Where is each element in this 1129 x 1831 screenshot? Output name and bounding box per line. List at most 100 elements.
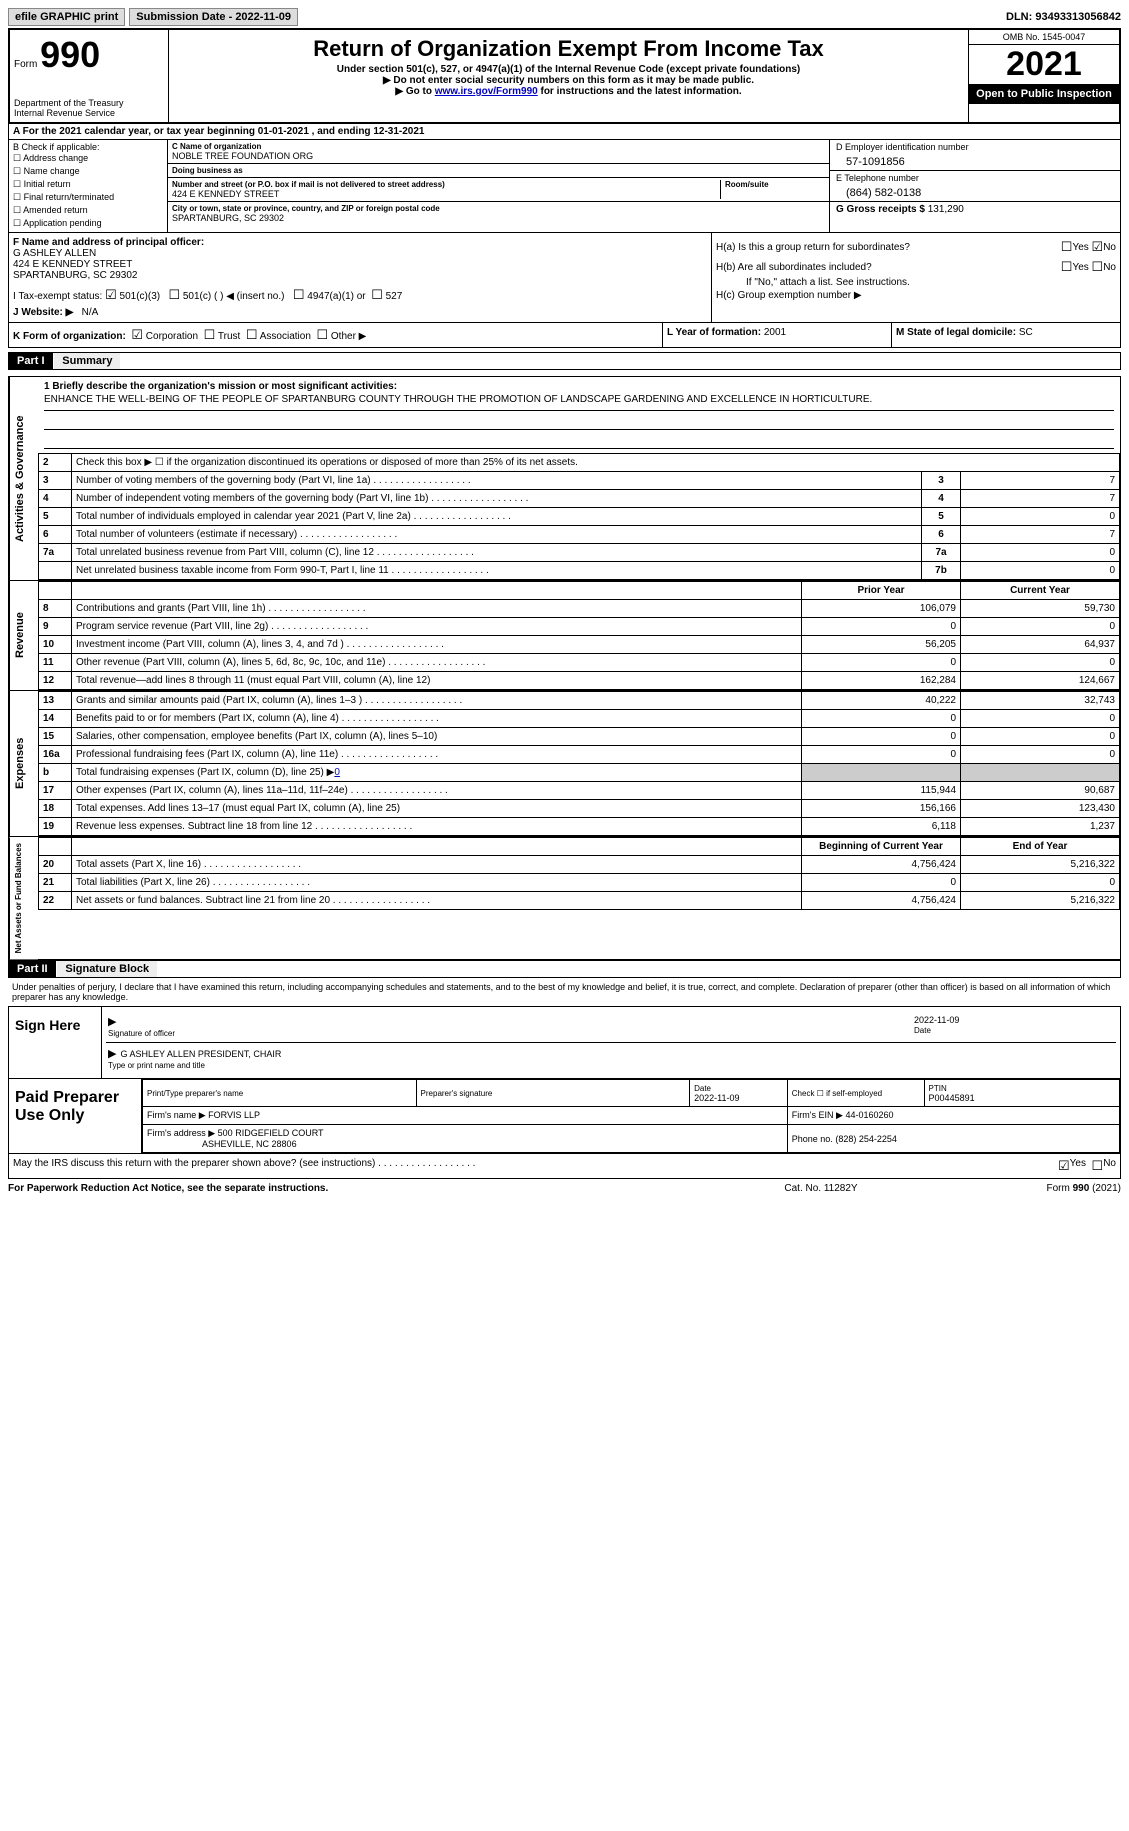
form-title: Return of Organization Exempt From Incom… <box>173 36 964 62</box>
cb-pending[interactable]: ☐ Application pending <box>13 217 163 230</box>
box-h: H(a) Is this a group return for subordin… <box>711 233 1120 322</box>
cb-assoc[interactable]: ☐ <box>246 327 258 342</box>
line-10: 10Investment income (Part VIII, column (… <box>39 636 1120 654</box>
sign-here-box: Sign Here Signature of officer 2022-11-0… <box>8 1006 1121 1079</box>
org-name: NOBLE TREE FOUNDATION ORG <box>172 151 825 161</box>
open-public: Open to Public Inspection <box>969 84 1119 104</box>
header-sub3: ▶ Go to www.irs.gov/Form990 for instruct… <box>173 86 964 97</box>
firm-ein: 44-0160260 <box>845 1110 893 1120</box>
hb-no[interactable]: ☐ <box>1092 259 1104 275</box>
cb-527[interactable]: ☐ <box>371 287 383 302</box>
sign-date: 2022-11-09Date <box>914 1015 1114 1038</box>
header-sub2: ▶ Do not enter social security numbers o… <box>173 75 964 86</box>
header-sub1: Under section 501(c), 527, or 4947(a)(1)… <box>173 64 964 75</box>
ha-yes[interactable]: ☐ <box>1061 239 1073 255</box>
cb-amended[interactable]: ☐ Amended return <box>13 204 163 217</box>
box-b-checkboxes: B Check if applicable: ☐ Address change … <box>9 140 168 232</box>
line-2: 2Check this box ▶ ☐ if the organization … <box>39 454 1120 472</box>
cb-final[interactable]: ☐ Final return/terminated <box>13 191 163 204</box>
line-7b: Net unrelated business taxable income fr… <box>39 562 1120 580</box>
tel-box: E Telephone number (864) 582-0138 <box>830 171 1120 202</box>
cb-501c[interactable]: ☐ <box>168 287 180 302</box>
topbar: efile GRAPHIC print Submission Date - 20… <box>8 8 1121 26</box>
box-f-officer: F Name and address of principal officer:… <box>9 233 711 322</box>
cb-trust[interactable]: ☐ <box>204 327 216 342</box>
ein-box: D Employer identification number 57-1091… <box>830 140 1120 171</box>
officer-name: G ASHLEY ALLEN <box>13 248 96 259</box>
part1-title: Summary <box>54 353 120 369</box>
discuss-row: May the IRS discuss this return with the… <box>8 1154 1121 1179</box>
penalty-text: Under penalties of perjury, I declare th… <box>8 978 1121 1006</box>
line-7a: 7aTotal unrelated business revenue from … <box>39 544 1120 562</box>
firm-address: 500 RIDGEFIELD COURT <box>218 1128 324 1138</box>
firm-phone: (828) 254-2254 <box>835 1134 897 1144</box>
line-21: 21Total liabilities (Part X, line 26)00 <box>39 874 1120 892</box>
line-17: 17Other expenses (Part IX, column (A), l… <box>39 782 1120 800</box>
mission-block: 1 Briefly describe the organization's mi… <box>38 377 1120 453</box>
cb-name[interactable]: ☐ Name change <box>13 165 163 178</box>
street-address: 424 E KENNEDY STREET <box>172 189 720 199</box>
form-word: Form <box>14 59 37 70</box>
line-20: 20Total assets (Part X, line 16)4,756,42… <box>39 856 1120 874</box>
cb-initial[interactable]: ☐ Initial return <box>13 178 163 191</box>
line-14: 14Benefits paid to or for members (Part … <box>39 710 1120 728</box>
efile-button[interactable]: efile GRAPHIC print <box>8 8 125 26</box>
paid-preparer-label: Paid Preparer Use Only <box>9 1079 141 1153</box>
firm-name: FORVIS LLP <box>208 1110 260 1120</box>
line-19: 19Revenue less expenses. Subtract line 1… <box>39 818 1120 836</box>
ptin-value: P00445891 <box>929 1093 975 1103</box>
year-formation: L Year of formation: 2001 <box>662 323 891 347</box>
mission-text: ENHANCE THE WELL-BEING OF THE PEOPLE OF … <box>44 392 1114 411</box>
line16b-val[interactable]: 0 <box>334 767 340 778</box>
part1-tag: Part I <box>9 353 53 369</box>
line-3: 3Number of voting members of the governi… <box>39 472 1120 490</box>
city-row: City or town, state or province, country… <box>168 202 829 225</box>
line-12: 12Total revenue—add lines 8 through 11 (… <box>39 672 1120 690</box>
hdr-beginning: Beginning of Current Year <box>802 838 961 856</box>
submission-button[interactable]: Submission Date - 2022-11-09 <box>129 8 298 26</box>
ein-value: 57-1091856 <box>836 152 1114 168</box>
officer-name-line: G ASHLEY ALLEN PRESIDENT, CHAIRType or p… <box>108 1047 1114 1070</box>
tel-value: (864) 582-0138 <box>836 183 1114 199</box>
cb-4947[interactable]: ☐ <box>293 287 305 302</box>
city-state-zip: SPARTANBURG, SC 29302 <box>172 213 825 223</box>
paid-preparer-box: Paid Preparer Use Only Print/Type prepar… <box>8 1079 1121 1154</box>
row-a-tax-year: A For the 2021 calendar year, or tax yea… <box>8 124 1121 140</box>
cb-corp[interactable]: ☑ <box>131 327 143 342</box>
line-16a: 16aProfessional fundraising fees (Part I… <box>39 746 1120 764</box>
form-number: 990 <box>40 34 100 75</box>
page-footer: For Paperwork Reduction Act Notice, see … <box>8 1179 1121 1198</box>
vlabel-expenses: Expenses <box>9 691 38 836</box>
hdr-current: Current Year <box>961 582 1120 600</box>
dba-row: Doing business as <box>168 164 829 178</box>
org-name-row: C Name of organization NOBLE TREE FOUNDA… <box>168 140 829 164</box>
hb-yes[interactable]: ☐ <box>1061 259 1073 275</box>
gross-receipts: G Gross receipts $ 131,290 <box>830 202 1120 217</box>
vlabel-revenue: Revenue <box>9 581 38 690</box>
sign-here-label: Sign Here <box>9 1007 101 1078</box>
line-15: 15Salaries, other compensation, employee… <box>39 728 1120 746</box>
line-22: 22Net assets or fund balances. Subtract … <box>39 892 1120 910</box>
omb-number: OMB No. 1545-0047 <box>969 30 1119 45</box>
dln-label: DLN: 93493313056842 <box>1006 11 1121 23</box>
line-9: 9Program service revenue (Part VIII, lin… <box>39 618 1120 636</box>
line-11: 11Other revenue (Part VIII, column (A), … <box>39 654 1120 672</box>
line-8: 8Contributions and grants (Part VIII, li… <box>39 600 1120 618</box>
cb-501c3[interactable]: ☑ <box>105 287 117 302</box>
ha-no[interactable]: ☑ <box>1092 239 1104 255</box>
cb-other[interactable]: ☐ <box>316 327 328 342</box>
main-info-box: B Check if applicable: ☐ Address change … <box>8 140 1121 233</box>
discuss-yes[interactable]: ☑ <box>1058 1158 1070 1174</box>
officer-signature-line[interactable]: Signature of officer <box>108 1015 914 1038</box>
paperwork-notice: For Paperwork Reduction Act Notice, see … <box>8 1183 721 1194</box>
form-header: Form 990 Department of the Treasury Inte… <box>8 28 1121 124</box>
irs-label: Internal Revenue Service <box>14 108 164 118</box>
cat-number: Cat. No. 11282Y <box>721 1183 921 1194</box>
state-domicile: M State of legal domicile: SC <box>891 323 1120 347</box>
cb-address[interactable]: ☐ Address change <box>13 152 163 165</box>
vlabel-governance: Activities & Governance <box>9 377 38 580</box>
line-5: 5Total number of individuals employed in… <box>39 508 1120 526</box>
discuss-no[interactable]: ☐ <box>1092 1158 1104 1174</box>
line-4: 4Number of independent voting members of… <box>39 490 1120 508</box>
irs-link[interactable]: www.irs.gov/Form990 <box>435 86 538 97</box>
